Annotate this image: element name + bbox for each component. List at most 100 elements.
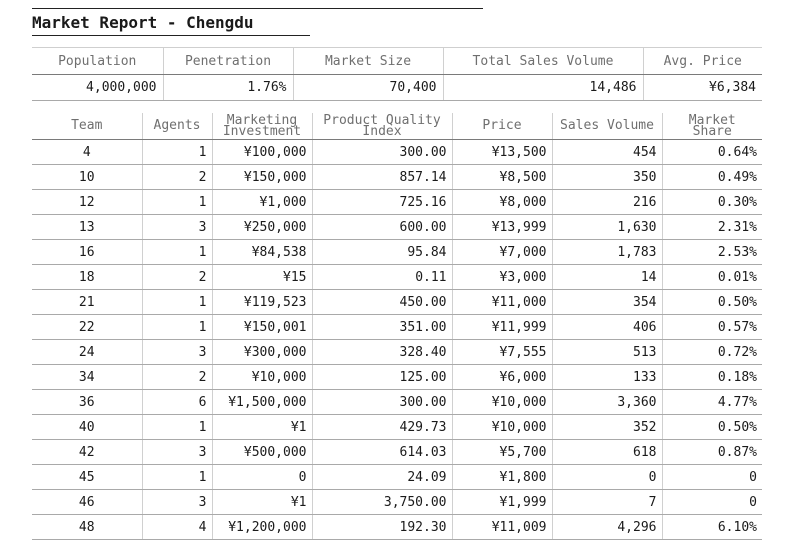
table-row: 12 1 ¥1,000 725.16 ¥8,000 216 0.30% <box>32 189 762 215</box>
agents-cell: 1 <box>141 314 212 340</box>
agents-cell: 1 <box>141 139 212 165</box>
sales-volume-cell: 454 <box>551 139 662 165</box>
sales-volume-cell: 1,783 <box>551 239 662 265</box>
top-rule <box>32 8 483 9</box>
market-share-cell: 0 <box>661 489 762 515</box>
team-cell: 34 <box>32 364 142 390</box>
market-share-cell: 2.31% <box>661 214 762 240</box>
market-share-cell: 4.77% <box>661 389 762 415</box>
product-quality-index-header-line: Index <box>362 124 402 139</box>
agents-cell: 1 <box>141 464 212 490</box>
team-table-header-row: Team Agents Marketing Investment Product Qua… <box>32 113 762 140</box>
sales-volume-cell: 618 <box>551 439 662 465</box>
team-cell: 46 <box>32 489 142 515</box>
market-share-cell: 0.01% <box>661 264 762 290</box>
sales-volume-cell: 133 <box>551 364 662 390</box>
agents-cell: 1 <box>141 289 212 315</box>
agents-header-line: Agents <box>153 118 201 133</box>
product-quality-index-cell: 24.09 <box>311 464 452 490</box>
market-share-cell: 2.53% <box>661 239 762 265</box>
product-quality-index-header: Product Quality Index <box>311 113 452 140</box>
marketing-investment-cell: ¥15 <box>211 264 312 290</box>
price-cell: ¥1,800 <box>451 464 552 490</box>
team-cell: 12 <box>32 189 142 215</box>
market-share-cell: 0.50% <box>661 414 762 440</box>
marketing-investment-cell: ¥1 <box>211 489 312 515</box>
price-cell: ¥7,555 <box>451 339 552 365</box>
sales-volume-cell: 0 <box>551 464 662 490</box>
population-value: 4,000,000 <box>32 74 163 101</box>
table-row: 42 3 ¥500,000 614.03 ¥5,700 618 0.87% <box>32 439 762 465</box>
agents-cell: 3 <box>141 339 212 365</box>
product-quality-index-cell: 0.11 <box>311 264 452 290</box>
price-cell: ¥10,000 <box>451 389 552 415</box>
price-cell: ¥8,500 <box>451 164 552 190</box>
product-quality-index-cell: 857.14 <box>311 164 452 190</box>
product-quality-index-header-line: Product Quality <box>323 113 441 128</box>
product-quality-index-cell: 351.00 <box>311 314 452 340</box>
market-share-cell: 0.57% <box>661 314 762 340</box>
market-share-cell: 6.10% <box>661 514 762 540</box>
team-results-table: Team Agents Marketing Investment Product Qua… <box>32 113 762 540</box>
market-share-cell: 0 <box>661 464 762 490</box>
marketing-investment-cell: ¥1 <box>211 414 312 440</box>
agents-cell: 2 <box>141 364 212 390</box>
team-cell: 48 <box>32 514 142 540</box>
marketing-investment-cell: ¥300,000 <box>211 339 312 365</box>
table-row: 34 2 ¥10,000 125.00 ¥6,000 133 0.18% <box>32 364 762 390</box>
market-share-header-line: Market <box>688 113 736 128</box>
sales-volume-cell: 350 <box>551 164 662 190</box>
marketing-investment-cell: ¥500,000 <box>211 439 312 465</box>
price-cell: ¥11,000 <box>451 289 552 315</box>
market-share-cell: 0.50% <box>661 289 762 315</box>
table-row: 16 1 ¥84,538 95.84 ¥7,000 1,783 2.53% <box>32 239 762 265</box>
table-row: 4 1 ¥100,000 300.00 ¥13,500 454 0.64% <box>32 139 762 165</box>
team-cell: 10 <box>32 164 142 190</box>
team-cell: 42 <box>32 439 142 465</box>
marketing-investment-cell: ¥1,000 <box>211 189 312 215</box>
agents-header: Agents <box>141 113 212 140</box>
sales-volume-cell: 7 <box>551 489 662 515</box>
agents-cell: 6 <box>141 389 212 415</box>
sales-volume-header-line: Sales Volume <box>560 118 654 133</box>
price-cell: ¥3,000 <box>451 264 552 290</box>
team-cell: 4 <box>32 139 142 165</box>
table-row: 24 3 ¥300,000 328.40 ¥7,555 513 0.72% <box>32 339 762 365</box>
market-share-cell: 0.87% <box>661 439 762 465</box>
team-cell: 24 <box>32 339 142 365</box>
market-size-header: Market Size <box>292 47 443 75</box>
table-row: 40 1 ¥1 429.73 ¥10,000 352 0.50% <box>32 414 762 440</box>
price-cell: ¥8,000 <box>451 189 552 215</box>
product-quality-index-cell: 614.03 <box>311 439 452 465</box>
summary-value-row: 4,000,000 1.76% 70,400 14,486 ¥6,384 <box>32 74 762 101</box>
product-quality-index-cell: 95.84 <box>311 239 452 265</box>
team-cell: 16 <box>32 239 142 265</box>
marketing-investment-cell: 0 <box>211 464 312 490</box>
avg-price-header: Avg. Price <box>642 47 762 75</box>
agents-cell: 3 <box>141 214 212 240</box>
product-quality-index-cell: 725.16 <box>311 189 452 215</box>
team-cell: 36 <box>32 389 142 415</box>
price-cell: ¥11,999 <box>451 314 552 340</box>
marketing-investment-cell: ¥119,523 <box>211 289 312 315</box>
team-cell: 18 <box>32 264 142 290</box>
marketing-investment-cell: ¥1,500,000 <box>211 389 312 415</box>
product-quality-index-cell: 3,750.00 <box>311 489 452 515</box>
sales-volume-cell: 216 <box>551 189 662 215</box>
agents-cell: 3 <box>141 489 212 515</box>
marketing-investment-cell: ¥150,000 <box>211 164 312 190</box>
marketing-investment-cell: ¥10,000 <box>211 364 312 390</box>
summary-header-row: Population Penetration Market Size Total… <box>32 47 762 75</box>
price-cell: ¥1,999 <box>451 489 552 515</box>
marketing-investment-header-line: Marketing <box>226 113 298 128</box>
marketing-investment-cell: ¥250,000 <box>211 214 312 240</box>
product-quality-index-cell: 125.00 <box>311 364 452 390</box>
table-row: 10 2 ¥150,000 857.14 ¥8,500 350 0.49% <box>32 164 762 190</box>
penetration-header: Penetration <box>162 47 293 75</box>
market-share-header-line: Share <box>692 124 732 139</box>
team-header-line: Team <box>71 118 103 133</box>
marketing-investment-header: Marketing Investment <box>211 113 312 140</box>
population-header: Population <box>32 47 163 75</box>
product-quality-index-cell: 600.00 <box>311 214 452 240</box>
marketing-investment-cell: ¥84,538 <box>211 239 312 265</box>
